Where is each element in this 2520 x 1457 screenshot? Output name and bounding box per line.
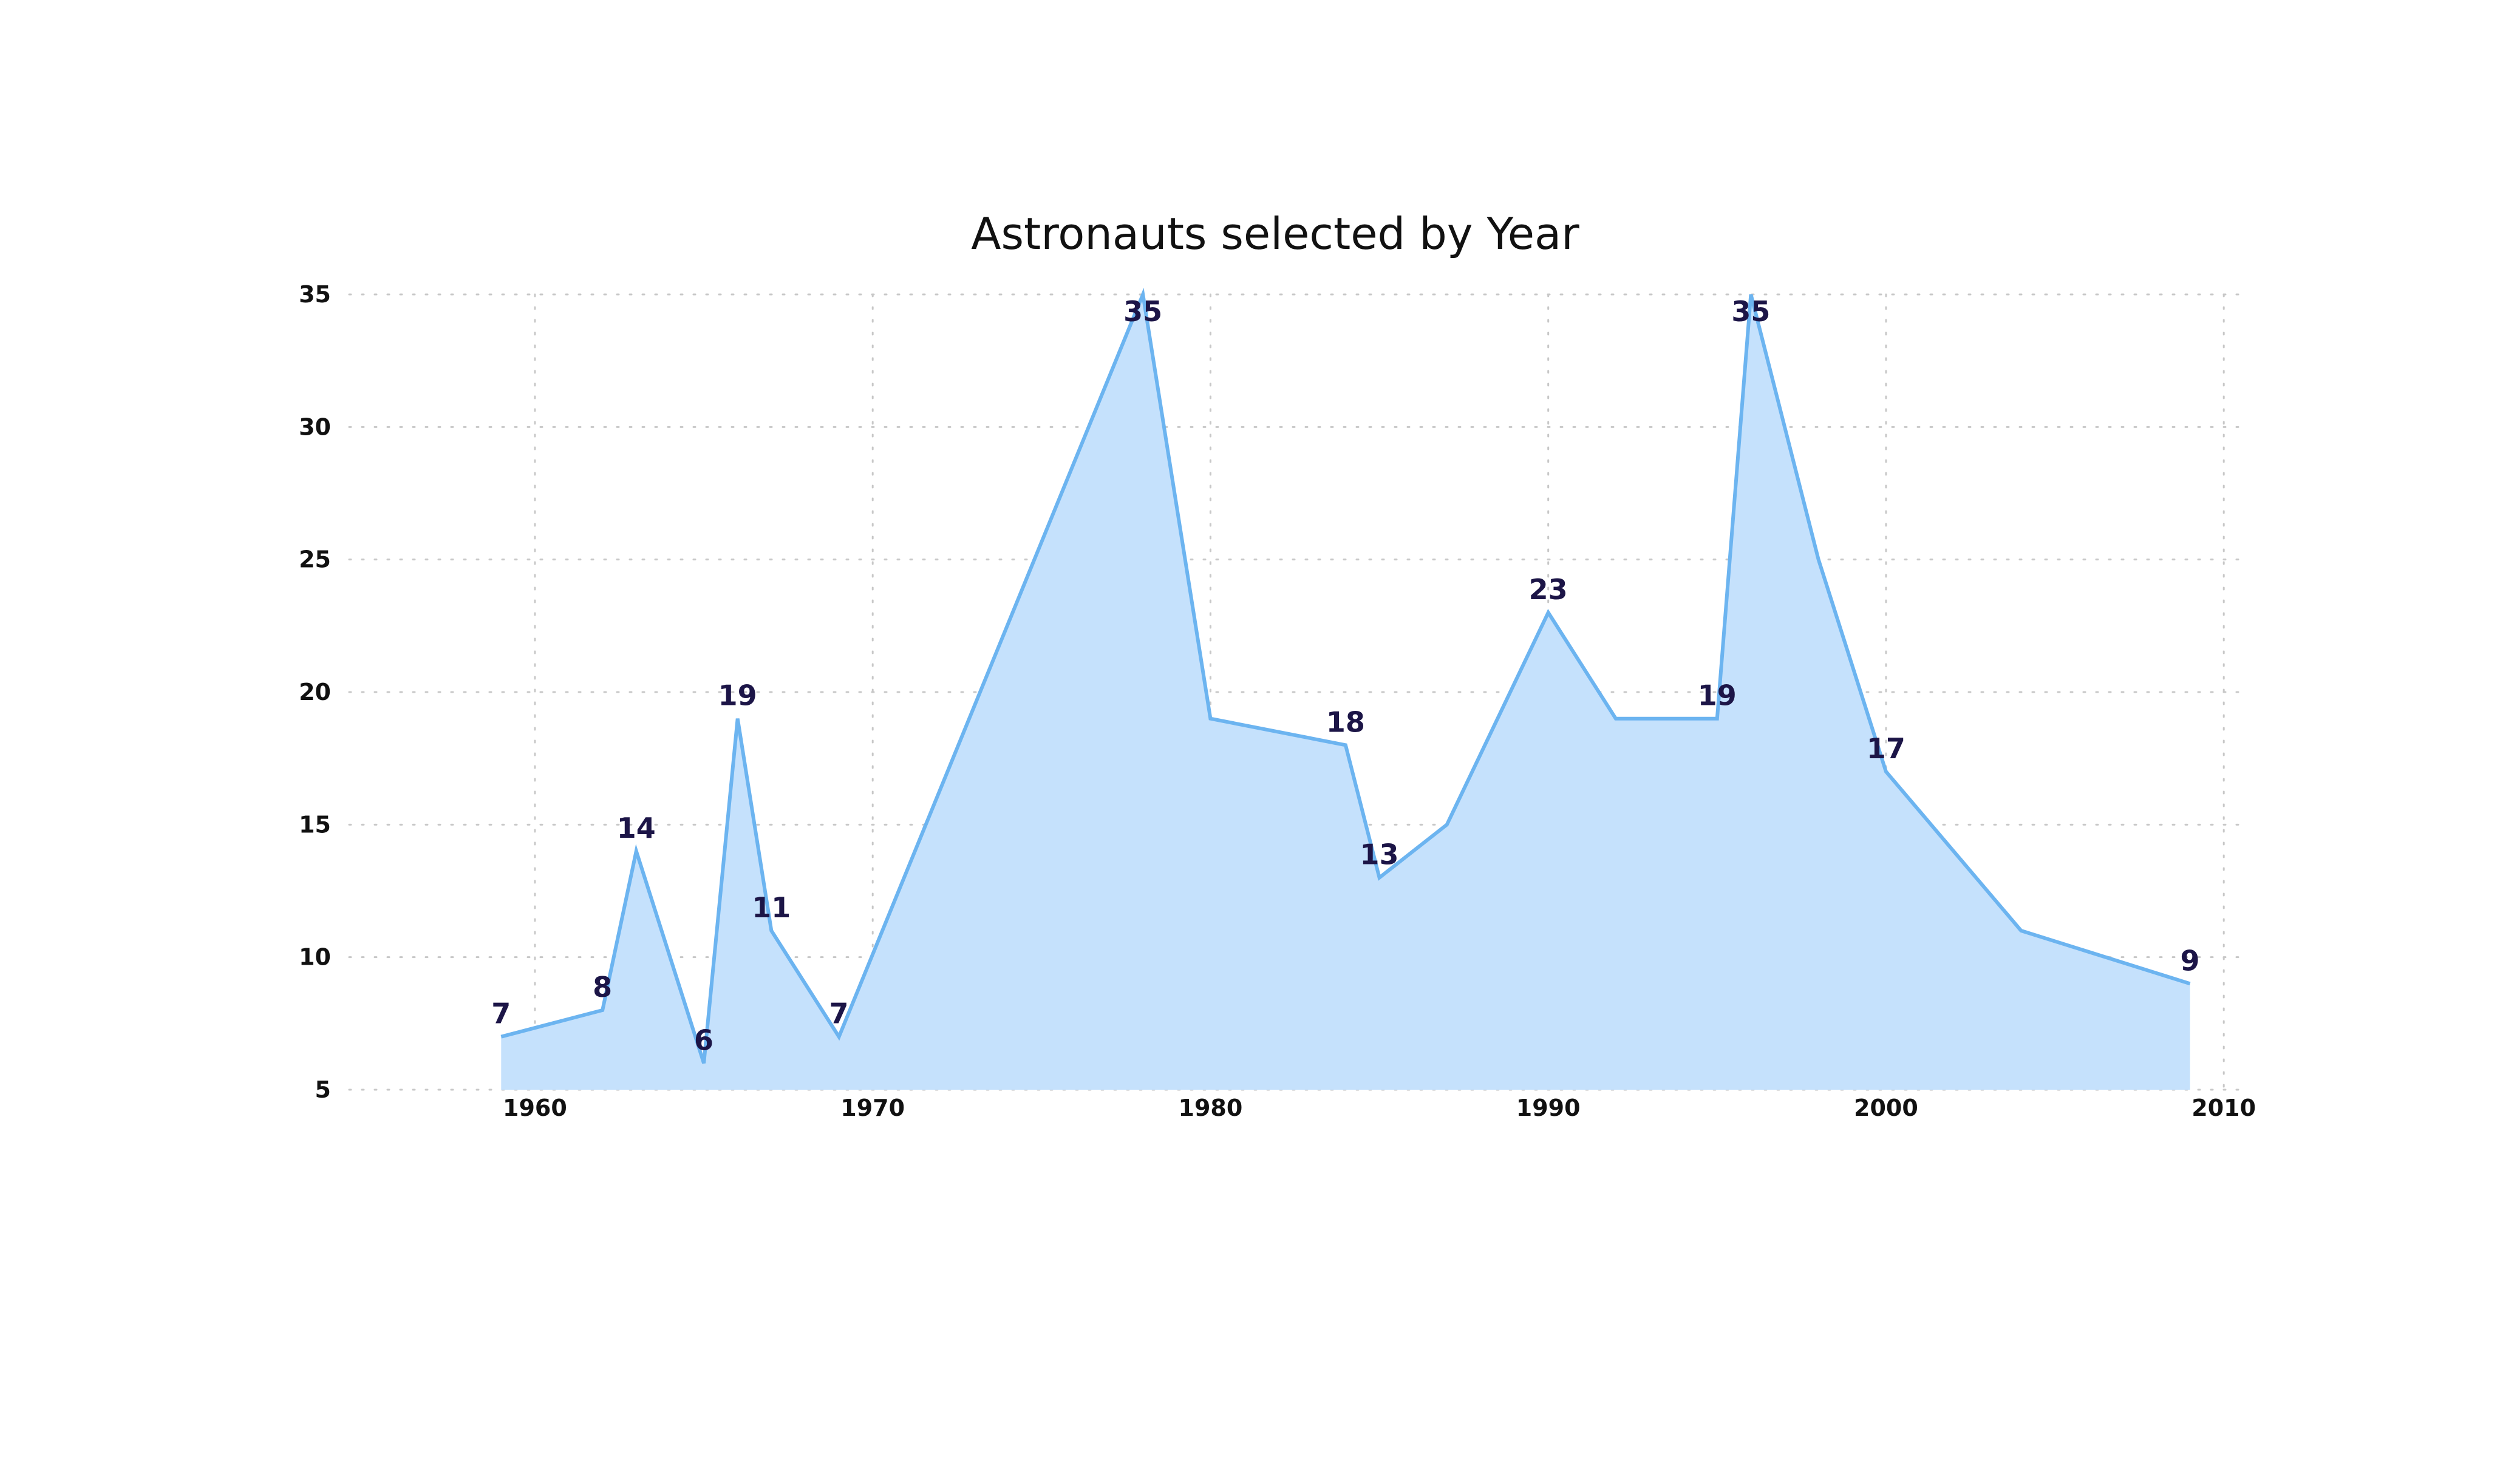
x-tick-label: 1960 [503,1095,567,1121]
data-label: 11 [752,891,791,924]
y-tick-label: 25 [299,546,331,573]
data-label: 35 [1731,295,1770,328]
x-tick-label: 1980 [1179,1095,1243,1121]
series-line [500,287,2191,1064]
y-tick-label: 30 [299,413,331,440]
data-label: 18 [1326,705,1365,738]
data-label: 14 [617,812,656,844]
data-label: 8 [593,971,612,1004]
chart-title: Astronauts selected by Year [971,208,1579,259]
data-label: 23 [1529,573,1568,606]
x-tick-label: 2010 [2191,1095,2256,1121]
data-label: 6 [694,1024,713,1056]
data-label: 19 [718,679,757,712]
y-tick-label: 35 [299,281,331,308]
y-tick-label: 20 [299,679,331,705]
x-tick-label: 2000 [1854,1095,1918,1121]
data-label: 9 [2181,944,2200,977]
data-labels: 7 8 14 6 19 11 7 35 18 13 23 19 35 17 9 [491,295,2199,1056]
data-label: 7 [829,997,849,1030]
area-fill [501,294,2190,1090]
y-tick-label: 5 [315,1076,331,1103]
y-tick-label: 15 [299,811,331,838]
data-label: 19 [1698,679,1737,712]
x-tick-label: 1970 [840,1095,905,1121]
y-axis-ticks: 5 10 15 20 25 30 35 [299,281,331,1103]
x-axis-ticks: 1960 1970 1980 1990 2000 2010 [503,1095,2256,1121]
data-label: 13 [1360,838,1399,871]
x-tick-label: 1990 [1516,1095,1581,1121]
data-label: 35 [1123,295,1162,328]
y-tick-label: 10 [299,944,331,971]
data-label: 17 [1867,732,1905,765]
data-label: 7 [491,997,511,1030]
